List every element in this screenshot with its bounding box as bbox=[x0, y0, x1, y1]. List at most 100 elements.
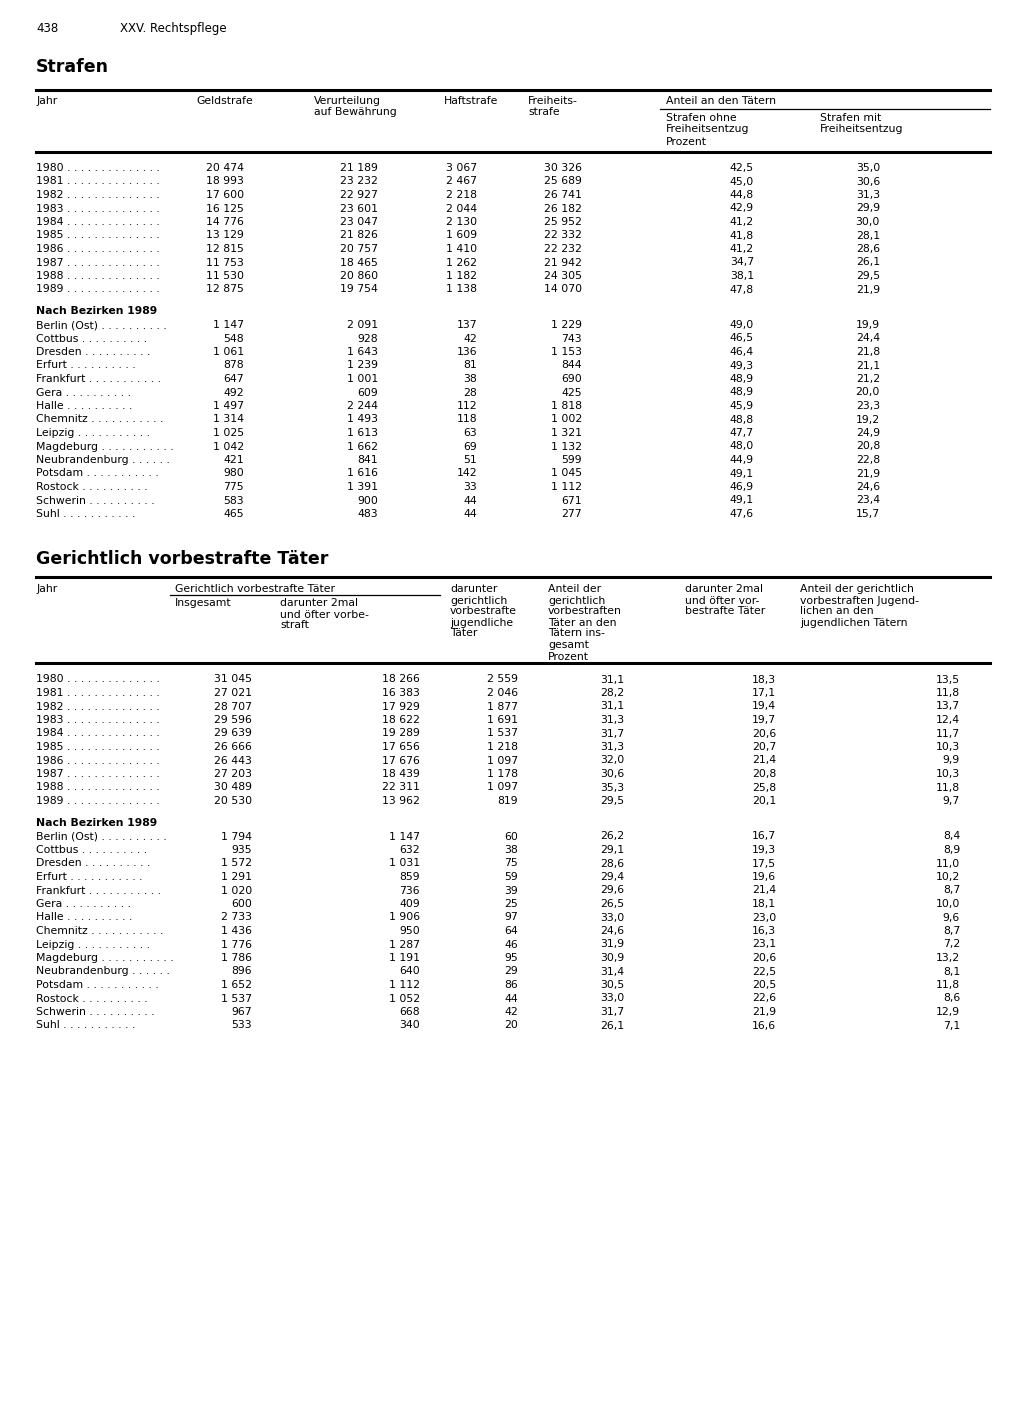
Text: 28,6: 28,6 bbox=[600, 858, 624, 868]
Text: 97: 97 bbox=[504, 912, 518, 922]
Text: 2 218: 2 218 bbox=[446, 190, 477, 200]
Text: 44: 44 bbox=[504, 993, 518, 1003]
Text: 17,1: 17,1 bbox=[752, 688, 776, 698]
Text: 743: 743 bbox=[561, 333, 582, 343]
Text: 583: 583 bbox=[223, 495, 244, 505]
Text: 26,1: 26,1 bbox=[856, 257, 880, 268]
Text: Halle . . . . . . . . . .: Halle . . . . . . . . . . bbox=[36, 402, 132, 412]
Text: 48,8: 48,8 bbox=[730, 414, 754, 424]
Text: 13,7: 13,7 bbox=[936, 701, 961, 711]
Text: 13,5: 13,5 bbox=[936, 674, 961, 684]
Text: XXV. Rechtspflege: XXV. Rechtspflege bbox=[120, 23, 226, 35]
Text: Jahr: Jahr bbox=[36, 585, 57, 595]
Text: 8,4: 8,4 bbox=[943, 832, 961, 841]
Text: 19,9: 19,9 bbox=[856, 321, 880, 331]
Text: 1 818: 1 818 bbox=[551, 402, 582, 412]
Text: 44,9: 44,9 bbox=[730, 455, 754, 465]
Text: 17 600: 17 600 bbox=[206, 190, 244, 200]
Text: 48,0: 48,0 bbox=[730, 441, 754, 451]
Text: 30,6: 30,6 bbox=[856, 176, 880, 186]
Text: 12 875: 12 875 bbox=[206, 284, 244, 295]
Text: 1 191: 1 191 bbox=[389, 954, 420, 964]
Text: 1 877: 1 877 bbox=[487, 701, 518, 711]
Text: 859: 859 bbox=[399, 873, 420, 883]
Text: 2 244: 2 244 bbox=[347, 402, 378, 412]
Text: lichen an den: lichen an den bbox=[800, 606, 873, 616]
Text: 878: 878 bbox=[223, 360, 244, 370]
Text: 1 182: 1 182 bbox=[446, 271, 477, 281]
Text: vorbestraften: vorbestraften bbox=[548, 606, 622, 616]
Text: Anteil an den Tätern: Anteil an den Tätern bbox=[666, 96, 776, 106]
Text: Neubrandenburg . . . . . .: Neubrandenburg . . . . . . bbox=[36, 455, 170, 465]
Text: 136: 136 bbox=[457, 348, 477, 358]
Text: 18 266: 18 266 bbox=[382, 674, 420, 684]
Text: gesamt: gesamt bbox=[548, 640, 589, 650]
Text: 1 794: 1 794 bbox=[221, 832, 252, 841]
Text: 29 596: 29 596 bbox=[214, 715, 252, 725]
Text: 137: 137 bbox=[457, 321, 477, 331]
Text: 18,3: 18,3 bbox=[752, 674, 776, 684]
Text: 8,7: 8,7 bbox=[943, 885, 961, 895]
Text: Strafen ohne: Strafen ohne bbox=[666, 114, 736, 123]
Text: 38: 38 bbox=[463, 375, 477, 385]
Text: 7,2: 7,2 bbox=[943, 939, 961, 949]
Text: 23,3: 23,3 bbox=[856, 402, 880, 412]
Text: 1 001: 1 001 bbox=[347, 375, 378, 385]
Text: 1984 . . . . . . . . . . . . . .: 1984 . . . . . . . . . . . . . . bbox=[36, 217, 160, 227]
Text: 24 305: 24 305 bbox=[544, 271, 582, 281]
Text: 46: 46 bbox=[504, 939, 518, 949]
Text: 21,9: 21,9 bbox=[856, 284, 880, 295]
Text: 9,7: 9,7 bbox=[943, 796, 961, 806]
Text: bestrafte Täter: bestrafte Täter bbox=[685, 606, 765, 616]
Text: Prozent: Prozent bbox=[666, 138, 707, 148]
Text: 23 232: 23 232 bbox=[340, 176, 378, 186]
Text: 640: 640 bbox=[399, 966, 420, 976]
Text: 1987 . . . . . . . . . . . . . .: 1987 . . . . . . . . . . . . . . bbox=[36, 769, 160, 779]
Text: 17 676: 17 676 bbox=[382, 755, 420, 765]
Text: 28,2: 28,2 bbox=[600, 688, 624, 698]
Text: 1 262: 1 262 bbox=[446, 257, 477, 268]
Text: 18 465: 18 465 bbox=[340, 257, 378, 268]
Text: 31,3: 31,3 bbox=[600, 715, 624, 725]
Text: 81: 81 bbox=[463, 360, 477, 370]
Text: 844: 844 bbox=[561, 360, 582, 370]
Text: 928: 928 bbox=[357, 333, 378, 343]
Text: 26,2: 26,2 bbox=[600, 832, 624, 841]
Text: 12,4: 12,4 bbox=[936, 715, 961, 725]
Text: 42,5: 42,5 bbox=[730, 163, 754, 173]
Text: 31,1: 31,1 bbox=[600, 674, 624, 684]
Text: 1983 . . . . . . . . . . . . . .: 1983 . . . . . . . . . . . . . . bbox=[36, 715, 160, 725]
Text: 647: 647 bbox=[223, 375, 244, 385]
Text: 1982 . . . . . . . . . . . . . .: 1982 . . . . . . . . . . . . . . bbox=[36, 701, 160, 711]
Text: 1 229: 1 229 bbox=[551, 321, 582, 331]
Text: 775: 775 bbox=[223, 482, 244, 492]
Text: 33,0: 33,0 bbox=[600, 993, 624, 1003]
Text: 17,5: 17,5 bbox=[752, 858, 776, 868]
Text: darunter 2mal: darunter 2mal bbox=[685, 585, 763, 595]
Text: 63: 63 bbox=[463, 429, 477, 438]
Text: 75: 75 bbox=[504, 858, 518, 868]
Text: Geldstrafe: Geldstrafe bbox=[196, 96, 253, 106]
Text: 668: 668 bbox=[399, 1007, 420, 1017]
Text: 41,8: 41,8 bbox=[730, 230, 754, 240]
Text: 8,9: 8,9 bbox=[943, 844, 961, 856]
Text: 31 045: 31 045 bbox=[214, 674, 252, 684]
Text: 23,1: 23,1 bbox=[752, 939, 776, 949]
Text: Anteil der gerichtlich: Anteil der gerichtlich bbox=[800, 585, 913, 595]
Text: 22 232: 22 232 bbox=[544, 244, 582, 254]
Text: 20,8: 20,8 bbox=[752, 769, 776, 779]
Text: 22,8: 22,8 bbox=[856, 455, 880, 465]
Text: Strafen: Strafen bbox=[36, 58, 109, 77]
Text: 1 537: 1 537 bbox=[487, 728, 518, 738]
Text: 34,7: 34,7 bbox=[730, 257, 754, 268]
Text: 21,9: 21,9 bbox=[856, 468, 880, 478]
Text: 11,8: 11,8 bbox=[936, 688, 961, 698]
Text: 47,8: 47,8 bbox=[730, 284, 754, 295]
Text: 409: 409 bbox=[399, 900, 420, 910]
Text: Berlin (Ost) . . . . . . . . . .: Berlin (Ost) . . . . . . . . . . bbox=[36, 832, 167, 841]
Text: 896: 896 bbox=[231, 966, 252, 976]
Text: jugendlichen Tätern: jugendlichen Tätern bbox=[800, 617, 907, 627]
Text: Magdeburg . . . . . . . . . . .: Magdeburg . . . . . . . . . . . bbox=[36, 441, 174, 451]
Text: 42: 42 bbox=[504, 1007, 518, 1017]
Text: Gera . . . . . . . . . .: Gera . . . . . . . . . . bbox=[36, 900, 131, 910]
